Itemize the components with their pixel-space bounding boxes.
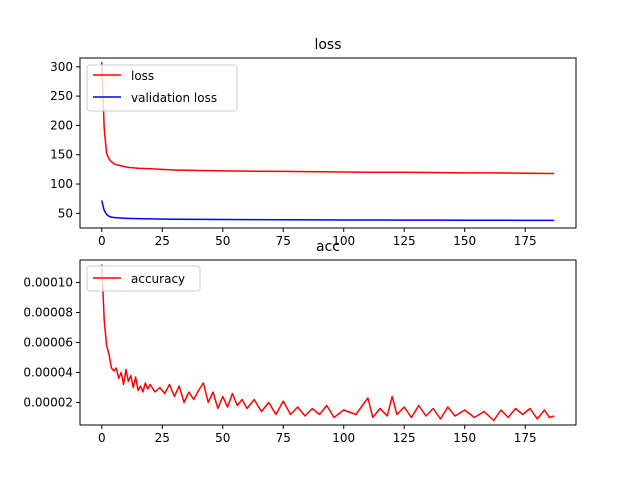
acc-y-tick-label: 0.00004 bbox=[23, 366, 73, 380]
loss-y-ticks: 50 100 150 200 250 300 bbox=[50, 60, 80, 220]
acc-x-tick-label: 150 bbox=[453, 431, 476, 445]
acc-y-ticks: 0.00002 0.00004 0.00006 0.00008 0.00010 bbox=[23, 276, 80, 410]
loss-x-tick-label: 175 bbox=[514, 234, 537, 248]
acc-chart-title: acc bbox=[316, 239, 340, 255]
loss-x-ticks: 0 25 50 75 100 125 150 175 bbox=[98, 228, 537, 248]
acc-chart: acc 0 25 50 75 100 125 150 175 0.000020.000040.… bbox=[23, 239, 577, 445]
acc-legend-label-accuracy: accuracy bbox=[131, 272, 185, 286]
loss-legend: loss validation loss bbox=[86, 64, 238, 112]
loss-x-tick-label: 150 bbox=[453, 234, 476, 248]
loss-y-tick-label: 50 bbox=[58, 206, 73, 220]
loss-plot-area bbox=[79, 57, 577, 229]
acc-legend-box bbox=[86, 265, 201, 292]
loss-series-line-validation-loss bbox=[101, 200, 555, 222]
loss-x-tick-label: 25 bbox=[155, 234, 170, 248]
loss-y-tick-label: 150 bbox=[50, 148, 73, 162]
acc-x-tick-label: 50 bbox=[215, 431, 230, 445]
loss-x-tick-label: 0 bbox=[98, 234, 106, 248]
acc-x-tick-label: 125 bbox=[393, 431, 416, 445]
acc-x-tick-label: 100 bbox=[332, 431, 355, 445]
loss-legend-box bbox=[86, 64, 238, 112]
acc-y-tick-label: 0.00002 bbox=[23, 396, 73, 410]
acc-x-ticks: 0 25 50 75 100 125 150 175 bbox=[98, 425, 537, 445]
loss-series-line-loss bbox=[101, 62, 555, 175]
acc-x-tick-label: 175 bbox=[514, 431, 537, 445]
loss-y-tick-label: 250 bbox=[50, 89, 73, 103]
acc-x-tick-label: 0 bbox=[98, 431, 106, 445]
acc-series bbox=[101, 264, 555, 422]
acc-x-tick-label: 25 bbox=[155, 431, 170, 445]
acc-y-tick-label: 0.00008 bbox=[23, 306, 73, 320]
loss-chart: loss 0 25 50 75 100 125 150 175 50 100 150 200 250 3… bbox=[50, 37, 577, 248]
loss-y-tick-label: 200 bbox=[50, 118, 73, 132]
loss-y-tick-label: 300 bbox=[50, 60, 73, 74]
acc-series-line-accuracy bbox=[101, 264, 555, 422]
loss-chart-title: loss bbox=[314, 37, 341, 53]
loss-legend-label-validation: validation loss bbox=[131, 91, 217, 105]
acc-legend: accuracy bbox=[86, 265, 201, 292]
acc-y-tick-label: 0.00010 bbox=[23, 276, 73, 290]
loss-y-tick-label: 100 bbox=[50, 177, 73, 191]
loss-x-tick-label: 50 bbox=[215, 234, 230, 248]
loss-x-tick-label: 75 bbox=[276, 234, 291, 248]
loss-series bbox=[101, 62, 555, 222]
acc-x-tick-label: 75 bbox=[276, 431, 291, 445]
acc-y-tick-label: 0.00006 bbox=[23, 336, 73, 350]
loss-x-tick-label: 125 bbox=[393, 234, 416, 248]
loss-x-tick-label: 100 bbox=[332, 234, 355, 248]
loss-legend-label-loss: loss bbox=[131, 69, 154, 83]
